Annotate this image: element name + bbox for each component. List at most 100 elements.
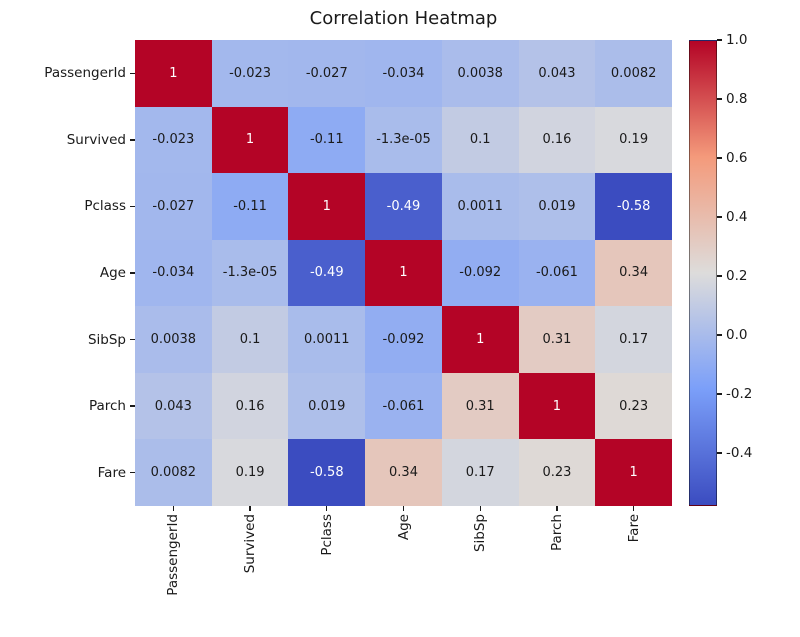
x-axis-labels: PassengerId Survived Pclass Age SibSp Parch Fa… [135, 506, 672, 631]
heatmap-cell: 0.0038 [135, 306, 212, 373]
heatmap-cell: -0.58 [288, 439, 366, 506]
cell-value: 1 [245, 132, 255, 148]
cell-value: 0.0082 [610, 65, 657, 81]
cell-value: -0.023 [152, 132, 195, 148]
x-axis-label: Survived [212, 506, 289, 631]
x-tick-mark [326, 506, 328, 511]
colorbar-tick-label: 0.6 [726, 149, 748, 166]
cell-value: -0.49 [309, 265, 344, 281]
y-tick-mark [130, 472, 135, 474]
colorbar-tick: 0.0 [717, 327, 747, 343]
colorbar-tick-label: 1.0 [726, 32, 748, 48]
cell-value: 1 [169, 65, 178, 81]
cell-value: -1.3e-05 [376, 132, 431, 148]
heatmap-cell: 1 [288, 173, 366, 240]
x-tick-label: SibSp [472, 514, 489, 553]
colorbar-tick-label: 0.0 [726, 326, 748, 343]
x-tick-label: PassengerId [165, 514, 182, 596]
cell-value: 0.0038 [150, 332, 197, 348]
colorbar-tick-mark [717, 216, 722, 218]
heatmap-cell: 0.0011 [288, 306, 366, 373]
cell-value: 0.17 [465, 465, 495, 481]
heatmap-cell: 0.34 [595, 239, 672, 307]
y-tick-mark [130, 338, 135, 341]
x-axis-label: Fare [595, 506, 672, 631]
colorbar-tick-label: 0.4 [726, 208, 748, 225]
x-tick-label: Parch [548, 514, 565, 552]
heatmap-cell: 1 [595, 439, 672, 506]
cell-value: 0.23 [542, 465, 572, 481]
cell-value: -0.092 [382, 332, 425, 348]
cell-value: -1.3e-05 [222, 265, 278, 281]
colorbar-tick: 0.6 [717, 150, 747, 166]
colorbar-tick: 0.4 [717, 209, 747, 225]
colorbar-tick-mark [717, 275, 722, 277]
cell-value: -0.11 [233, 198, 267, 214]
heatmap-cell: -1.3e-05 [211, 239, 289, 307]
y-tick-label: Pclass [84, 198, 126, 215]
x-tick-mark [172, 506, 175, 511]
y-tick-mark [130, 139, 135, 141]
colorbar-tick-mark [717, 157, 722, 159]
y-axis-label: Age [0, 240, 135, 307]
colorbar-tick-label: 0.2 [726, 267, 748, 284]
heatmap-cell: 0.019 [518, 173, 596, 240]
colorbar-tick: -0.2 [717, 386, 752, 402]
heatmap-cell: 1 [441, 306, 519, 373]
cell-value: -0.034 [152, 265, 195, 281]
cell-value: 1 [629, 465, 638, 481]
y-axis-label: Pclass [0, 173, 135, 240]
cell-value: -0.027 [305, 65, 348, 81]
chart-title: Correlation Heatmap [309, 8, 498, 29]
x-axis-label: PassengerId [135, 506, 212, 631]
y-axis-labels: PassengerId Survived Pclass Age SibSp Parch Fa… [0, 40, 135, 506]
x-axis-label: Age [365, 506, 442, 631]
cell-value: 0.019 [538, 198, 576, 214]
y-axis-label: PassengerId [0, 40, 135, 107]
cell-value: 0.19 [619, 132, 649, 148]
heatmap-cell: -0.092 [365, 306, 442, 373]
y-tick-label: Fare [97, 464, 126, 481]
cell-value: 0.0011 [304, 332, 350, 348]
x-axis-label: Pclass [288, 506, 365, 631]
cell-value: -0.034 [382, 65, 425, 81]
heatmap-cell: 0.0082 [595, 40, 672, 107]
x-tick-mark [402, 506, 405, 511]
cell-value: 0.34 [619, 265, 649, 281]
x-tick-label: Pclass [318, 514, 335, 556]
cell-value: 0.31 [465, 398, 495, 414]
colorbar-tick: 0.8 [717, 91, 747, 107]
y-tick-label: Survived [66, 131, 126, 148]
y-tick-label: SibSp [87, 331, 126, 348]
cell-value: 0.0082 [150, 465, 197, 481]
y-tick-mark [130, 405, 135, 407]
cell-value: 0.31 [542, 332, 572, 348]
heatmap-cell: -0.11 [288, 106, 366, 174]
x-tick-mark [249, 506, 251, 511]
cell-value: -0.58 [309, 465, 344, 481]
colorbar-tick: 0.2 [717, 268, 747, 284]
heatmap-cell: -0.58 [595, 173, 672, 240]
colorbar-tick: -0.4 [717, 445, 752, 461]
heatmap-cell: 0.0082 [135, 439, 212, 506]
y-axis-label: Parch [0, 373, 135, 440]
y-tick-mark [130, 272, 135, 274]
heatmap-cell: 0.17 [441, 439, 519, 506]
heatmap-cell: -0.023 [135, 106, 212, 174]
x-tick-label: Fare [625, 514, 642, 543]
colorbar-tick-label: -0.4 [726, 444, 753, 461]
y-tick-label: PassengerId [44, 65, 126, 82]
y-tick-label: Age [99, 265, 126, 282]
cell-value: -0.061 [535, 265, 578, 281]
colorbar-tick-mark [717, 452, 722, 454]
heatmap-cell: 0.31 [518, 306, 596, 373]
cell-value: -0.58 [616, 198, 651, 214]
cell-value: 0.16 [542, 132, 572, 148]
cell-value: -0.092 [459, 265, 502, 281]
colorbar-tick-mark [717, 334, 722, 336]
x-axis-label: SibSp [442, 506, 519, 631]
heatmap-cell: 0.34 [365, 439, 442, 506]
heatmap-cell: 0.043 [518, 40, 596, 107]
cell-value: 1 [399, 265, 408, 281]
